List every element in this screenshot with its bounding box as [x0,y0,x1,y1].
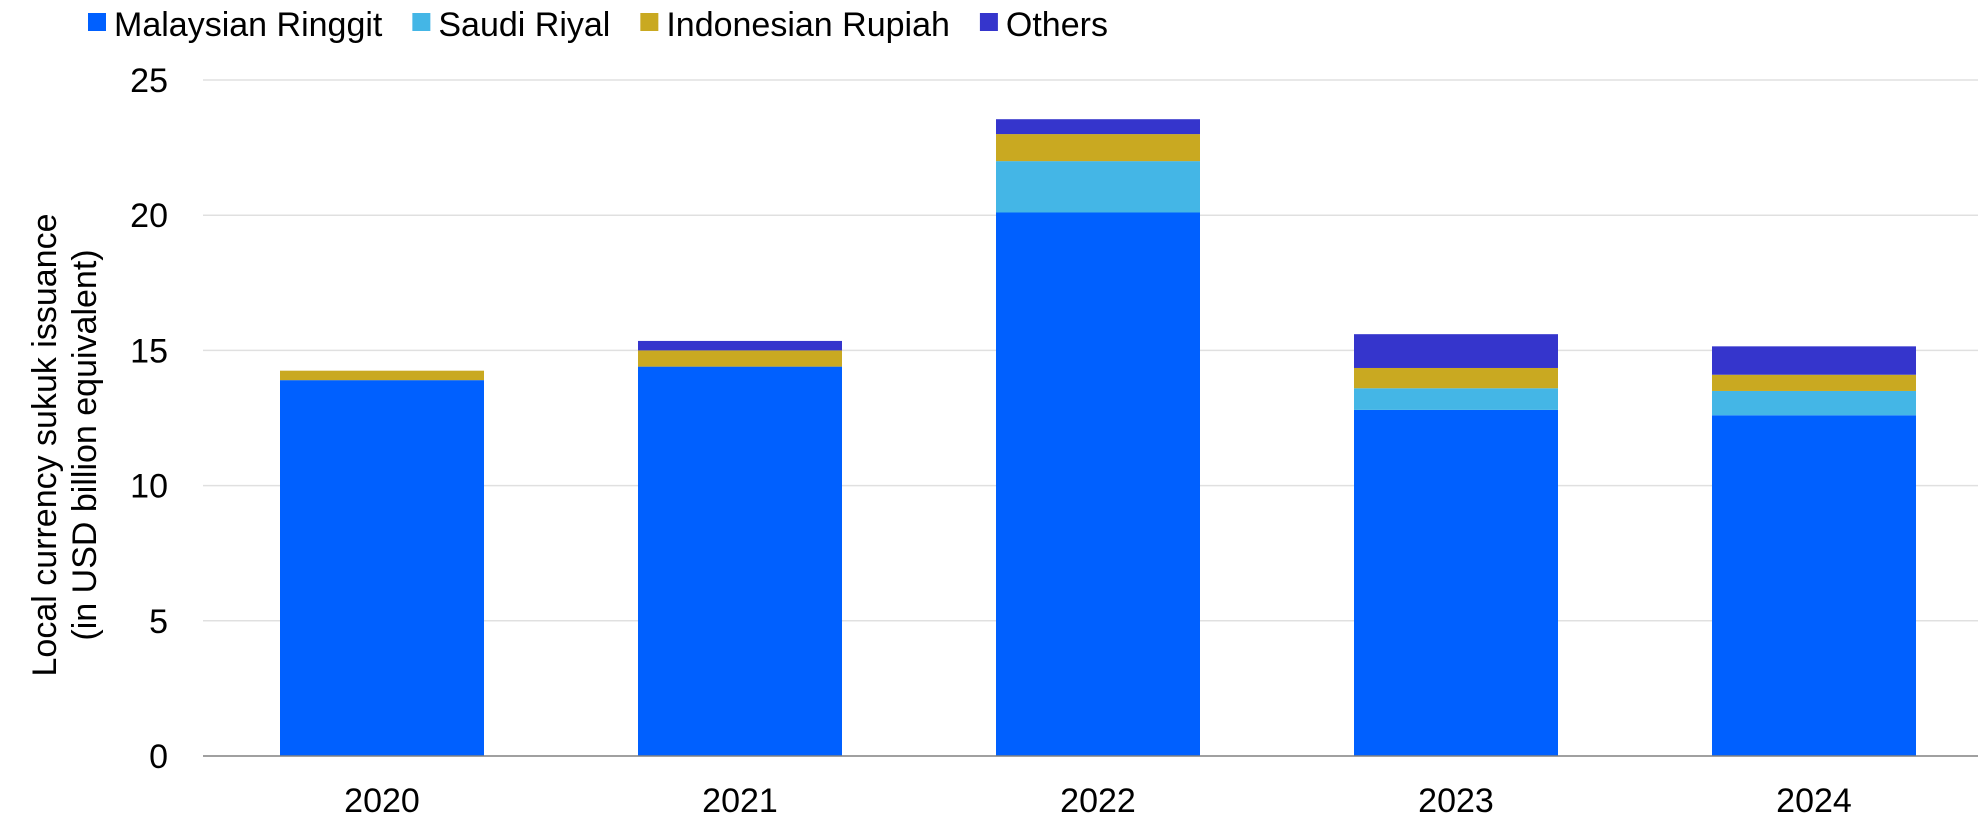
x-axis-ticks: 2020 2021 2022 2023 2024 [344,782,1852,816]
y-tick-label: 25 [130,62,168,100]
bar-segment-indonesian-rupiah-2021 [638,350,842,367]
legend: Malaysian Ringgit Saudi Riyal Indonesian R… [88,6,1108,44]
bar-segment-indonesian-rupiah-2022 [996,134,1200,162]
bar-segment-saudi-riyal-2023 [1354,388,1558,410]
legend-label: Others [1006,6,1108,44]
bar-segment-others-2021 [638,340,842,351]
legend-swatch-indonesian-rupiah [640,13,659,31]
y-tick-label: 20 [130,197,168,235]
x-tick-label: 2023 [1418,782,1494,816]
bar-segment-indonesian-rupiah-2020 [280,370,484,381]
legend-swatch-malaysian-ringgit [88,13,106,31]
y-axis-ticks: 0 5 10 15 20 25 [130,62,168,776]
x-tick-label: 2024 [1776,782,1852,816]
bar-segment-indonesian-rupiah-2023 [1354,367,1558,389]
y-axis-title-line: (in USD billion equivalent) [66,249,104,640]
bar-segment-indonesian-rupiah-2024 [1712,374,1916,391]
bar-segment-saudi-riyal-2022 [996,161,1200,213]
y-tick-label: 0 [149,738,168,776]
bar-segment-malaysian-ringgit-2020 [280,380,484,756]
bar-segment-malaysian-ringgit-2021 [638,366,842,756]
legend-label: Malaysian Ringgit [114,6,383,44]
y-tick-label: 15 [130,332,168,370]
x-tick-label: 2021 [702,782,778,816]
legend-label: Indonesian Rupiah [666,6,950,44]
bars [280,119,1916,757]
legend-swatch-saudi-riyal [412,13,431,31]
bar-segment-others-2023 [1354,334,1558,368]
bar-segment-saudi-riyal-2024 [1712,390,1916,416]
y-tick-label: 10 [130,468,168,506]
x-tick-label: 2022 [1060,782,1136,816]
bar-segment-malaysian-ringgit-2024 [1712,415,1916,756]
bar-segment-others-2024 [1712,346,1916,375]
y-tick-label: 5 [149,603,168,641]
bar-segment-malaysian-ringgit-2023 [1354,409,1558,756]
legend-swatch-others [979,13,998,31]
legend-label: Saudi Riyal [438,6,610,44]
bar-segment-others-2022 [996,119,1200,135]
y-axis-title-line: Local currency sukuk issuance [26,213,64,676]
x-tick-label: 2020 [344,782,420,816]
y-axis-title: Local currency sukuk issuance(in USD bil… [26,213,104,676]
bar-segment-malaysian-ringgit-2022 [996,212,1200,757]
